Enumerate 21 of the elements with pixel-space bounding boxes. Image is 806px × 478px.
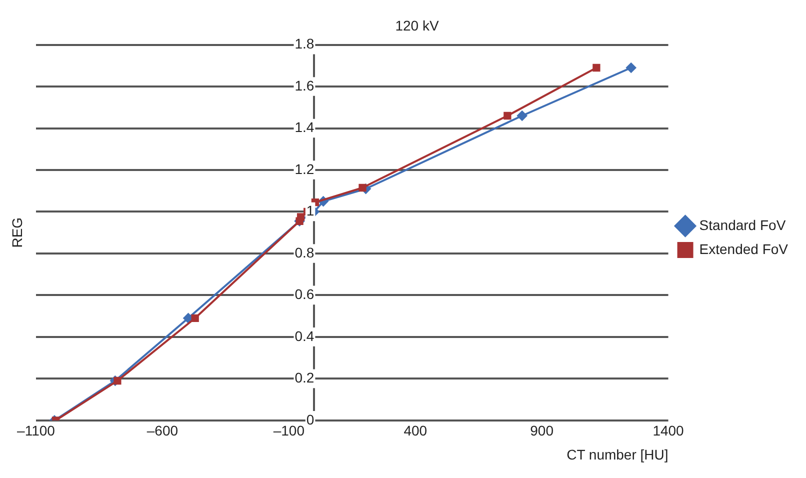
y-tick-label: 0.8 bbox=[294, 244, 314, 260]
x-tick-label: 1400 bbox=[652, 422, 684, 439]
legend-label: Extended FoV bbox=[699, 240, 789, 257]
y-tick-label: 1.8 bbox=[294, 36, 314, 52]
y-tick-label: 1.2 bbox=[294, 160, 314, 177]
y-tick-label: 1.4 bbox=[294, 119, 314, 136]
y-tick-label: 0.6 bbox=[294, 286, 314, 302]
x-tick-label: 400 bbox=[404, 422, 428, 439]
chart-title: 120 kV bbox=[395, 17, 440, 34]
y-tick-label: 1 bbox=[306, 202, 314, 219]
y-tick-label: 0 bbox=[306, 411, 314, 428]
legend-label: Standard FoV bbox=[699, 216, 786, 233]
x-tick-label: –1100 bbox=[17, 422, 56, 439]
x-axis-title: CT number [HU] bbox=[566, 446, 668, 462]
y-tick-label: 0.2 bbox=[294, 370, 314, 386]
x-tick-label: 900 bbox=[530, 422, 554, 439]
x-tick-label: –100 bbox=[273, 422, 305, 439]
y-tick-label: 1.6 bbox=[294, 77, 314, 94]
y-axis-title: REG bbox=[9, 217, 25, 248]
y-tick-label: 0.4 bbox=[294, 328, 314, 344]
x-tick-label: –600 bbox=[146, 422, 178, 439]
